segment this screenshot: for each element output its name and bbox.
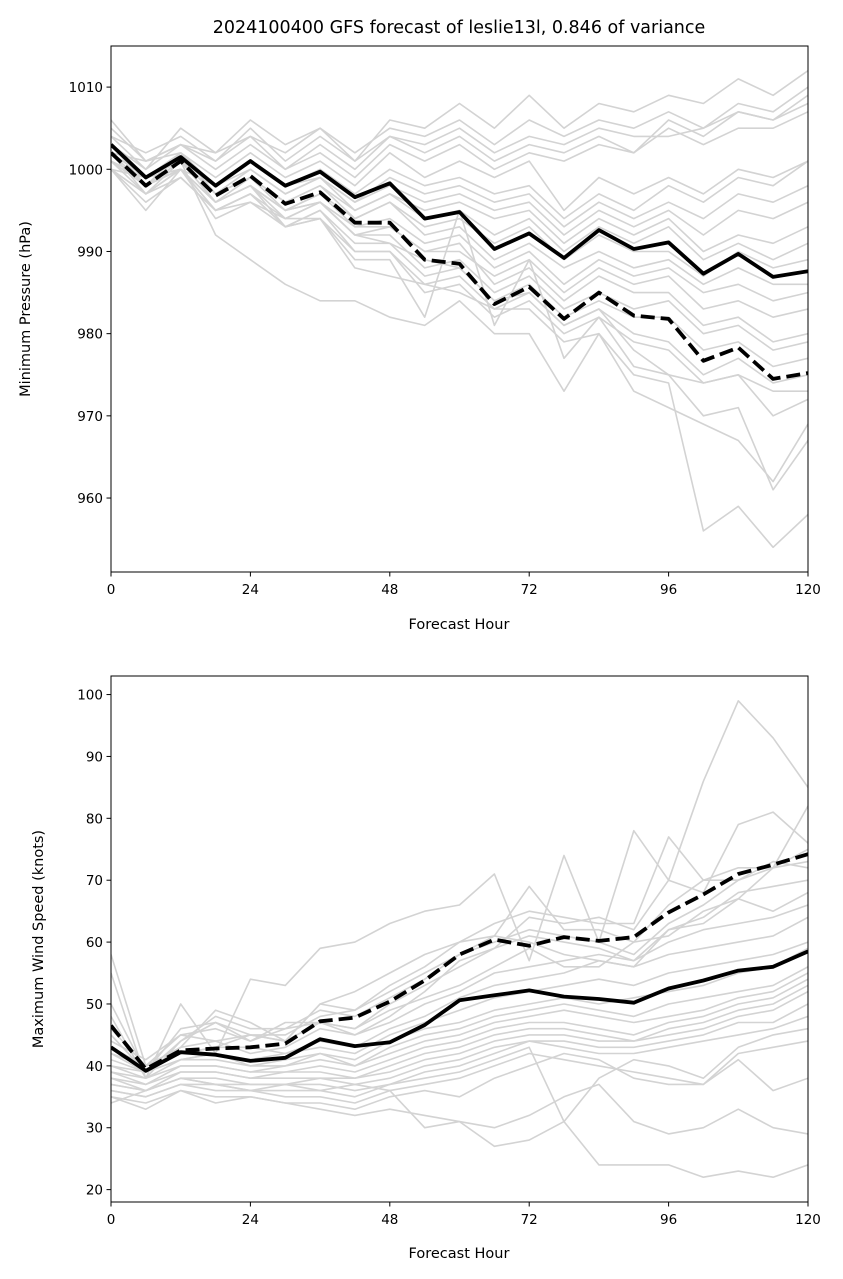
wind-solid-series-line	[111, 949, 808, 1073]
wind-ensemble-member-13	[111, 966, 808, 1073]
pressure-x-tick-label: 72	[521, 582, 538, 598]
pressure-x-tick-label: 24	[242, 582, 259, 598]
pressure-ensemble-member-4	[111, 102, 808, 171]
wind-y-tick-label: 20	[86, 1183, 103, 1199]
wind-ensemble-member-24	[111, 1077, 808, 1135]
wind-panel: 0 24 48 72 96 120 20 30 40 50 60 70 80 90 100 Forecast…	[31, 675, 821, 1262]
wind-ensemble-member-18	[111, 1003, 808, 1092]
chart-title: 2024100400 GFS forecast of leslie13l, 0.…	[213, 18, 706, 38]
wind-y-tick-label: 90	[86, 749, 103, 765]
pressure-y-tick-label: 970	[77, 409, 103, 425]
wind-ensemble-member-1	[111, 805, 808, 1067]
wind-dashed-series-line	[111, 852, 808, 1071]
pressure-ensemble-member-16	[111, 144, 808, 343]
pressure-y-tick-label: 990	[77, 244, 103, 260]
wind-ensemble-member-9	[111, 904, 808, 1073]
pressure-panel: 2024100400 GFS forecast of leslie13l, 0.…	[18, 18, 821, 633]
wind-x-axis-label: Forecast Hour	[409, 1246, 510, 1262]
wind-x-tick-label: 24	[242, 1212, 259, 1228]
wind-x-tick-label: 120	[795, 1212, 821, 1228]
pressure-x-tick-label: 120	[795, 582, 821, 598]
wind-y-tick-label: 30	[86, 1121, 103, 1137]
pressure-dashed-series-line	[111, 151, 808, 381]
pressure-y-tick-label: 960	[77, 491, 103, 507]
wind-plot-frame	[110, 675, 809, 1203]
wind-ensemble-member-7	[111, 879, 808, 1061]
pressure-ensemble-member-5	[111, 111, 808, 179]
pressure-x-tick-label: 96	[660, 582, 677, 598]
pressure-ensemble-member-10	[111, 160, 808, 253]
wind-y-tick-label: 100	[77, 688, 103, 704]
wind-y-tick-label: 50	[86, 997, 103, 1013]
pressure-solid-series-line	[111, 143, 808, 279]
wind-y-tick-label: 80	[86, 811, 103, 827]
pressure-y-tick-label: 1010	[69, 80, 103, 96]
wind-y-axis-label: Maximum Wind Speed (knots)	[31, 830, 47, 1048]
wind-ensemble-member-15	[111, 978, 808, 1086]
wind-y-tick-label: 40	[86, 1059, 103, 1075]
wind-ensemble-member-17	[111, 990, 808, 1092]
wind-x-tick-label: 72	[521, 1212, 538, 1228]
pressure-ensemble-member-24	[111, 144, 808, 491]
pressure-ensemble-member-20	[111, 160, 808, 393]
wind-series-lines	[111, 852, 808, 1073]
pressure-ensemble-lines	[111, 70, 808, 549]
pressure-ensemble-member-6	[111, 152, 808, 212]
wind-ensemble-member-14	[111, 972, 808, 1079]
wind-x-tick-label: 96	[660, 1212, 677, 1228]
pressure-ensemble-member-14	[111, 160, 808, 302]
pressure-y-axis-label: Minimum Pressure (hPa)	[18, 221, 34, 397]
wind-ensemble-member-20	[111, 1027, 808, 1123]
wind-ensemble-member-2	[111, 699, 808, 1079]
wind-ensemble-lines	[111, 699, 808, 1178]
pressure-plot-frame	[110, 45, 809, 573]
wind-ensemble-member-6	[111, 860, 808, 1073]
wind-x-tick-label: 48	[381, 1212, 398, 1228]
pressure-ensemble-member-17	[111, 160, 808, 351]
pressure-ensemble-member-3	[111, 94, 808, 162]
wind-ensemble-member-5	[111, 860, 808, 1067]
wind-axis-ticks: 0 24 48 72 96 120 20 30 40 50 60 70 80 90 100	[77, 688, 821, 1228]
pressure-ensemble-member-2	[111, 86, 808, 162]
pressure-y-tick-label: 980	[77, 327, 103, 343]
wind-ensemble-member-4	[111, 848, 808, 1079]
pressure-ensemble-member-1	[111, 70, 808, 162]
wind-ensemble-member-12	[111, 947, 808, 1079]
pressure-x-tick-label: 0	[107, 582, 116, 598]
pressure-ensemble-member-8	[111, 168, 808, 228]
wind-ensemble-member-21	[111, 1040, 808, 1104]
pressure-x-tick-label: 48	[381, 582, 398, 598]
wind-y-tick-label: 60	[86, 935, 103, 951]
wind-ensemble-member-22	[111, 1052, 808, 1110]
wind-ensemble-member-23	[111, 1089, 808, 1178]
wind-y-tick-label: 70	[86, 873, 103, 889]
pressure-series-lines	[111, 143, 808, 381]
pressure-ensemble-member-9	[111, 144, 808, 236]
wind-ensemble-member-19	[111, 1015, 808, 1092]
pressure-ensemble-member-22	[111, 152, 808, 483]
pressure-y-tick-label: 1000	[69, 162, 103, 178]
pressure-axis-ticks: 0 24 48 72 96 120 960 970 980 990 1000 1010	[69, 80, 821, 598]
wind-ensemble-member-8	[111, 891, 808, 1067]
pressure-x-axis-label: Forecast Hour	[409, 617, 510, 633]
pressure-ensemble-member-23	[111, 160, 808, 549]
wind-x-tick-label: 0	[107, 1212, 116, 1228]
